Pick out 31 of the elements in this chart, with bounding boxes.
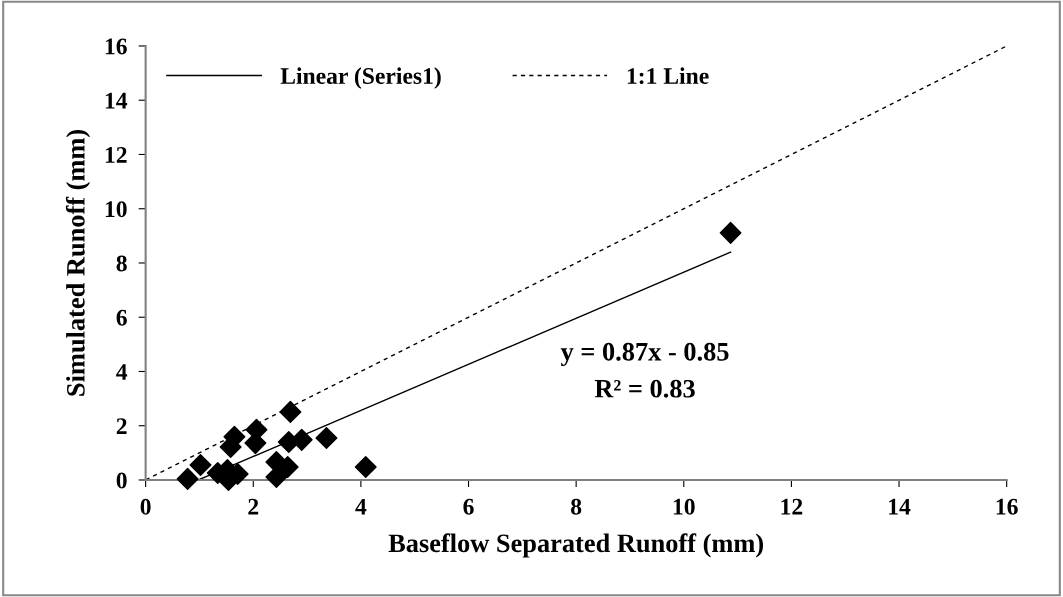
x-tick-label: 14 <box>889 498 911 515</box>
x-tick-label: 6 <box>463 498 474 515</box>
y-tick-label: 12 <box>105 147 127 163</box>
x-tick-label: 4 <box>355 498 367 515</box>
point <box>719 221 742 244</box>
x-tick-label: 10 <box>673 498 695 515</box>
y-tick-label: 14 <box>105 92 128 109</box>
annotation: y = 0.87x - 0.85 <box>560 342 729 367</box>
legend-label: Linear (Series1) <box>280 67 441 89</box>
point <box>189 454 212 477</box>
legend-label: 1:1 Line <box>627 67 709 85</box>
annotation: R² = 0.83 <box>594 379 695 398</box>
x-tick-label: 2 <box>248 498 259 515</box>
y-tick-label: 4 <box>116 364 128 380</box>
point <box>354 455 377 478</box>
x-tick-label: 8 <box>571 498 582 515</box>
x-axis-title: Baseflow Separated Runoff (mm) <box>388 533 763 558</box>
y-axis-title: Simulated Runoff (mm) <box>65 129 91 396</box>
y-tick-label: 2 <box>116 418 127 434</box>
y-tick-label: 6 <box>116 309 127 326</box>
y-tick-label: 10 <box>105 201 127 218</box>
point <box>176 467 199 490</box>
point <box>265 466 288 488</box>
x-tick-label: 16 <box>996 498 1018 515</box>
y-tick-label: 16 <box>105 38 127 55</box>
point <box>315 426 338 449</box>
x-tick-label: 0 <box>140 498 151 515</box>
point <box>279 400 302 423</box>
x-tick-label: 12 <box>781 498 803 515</box>
y-tick-label: 8 <box>116 255 127 272</box>
y-tick-label: 0 <box>116 472 127 489</box>
